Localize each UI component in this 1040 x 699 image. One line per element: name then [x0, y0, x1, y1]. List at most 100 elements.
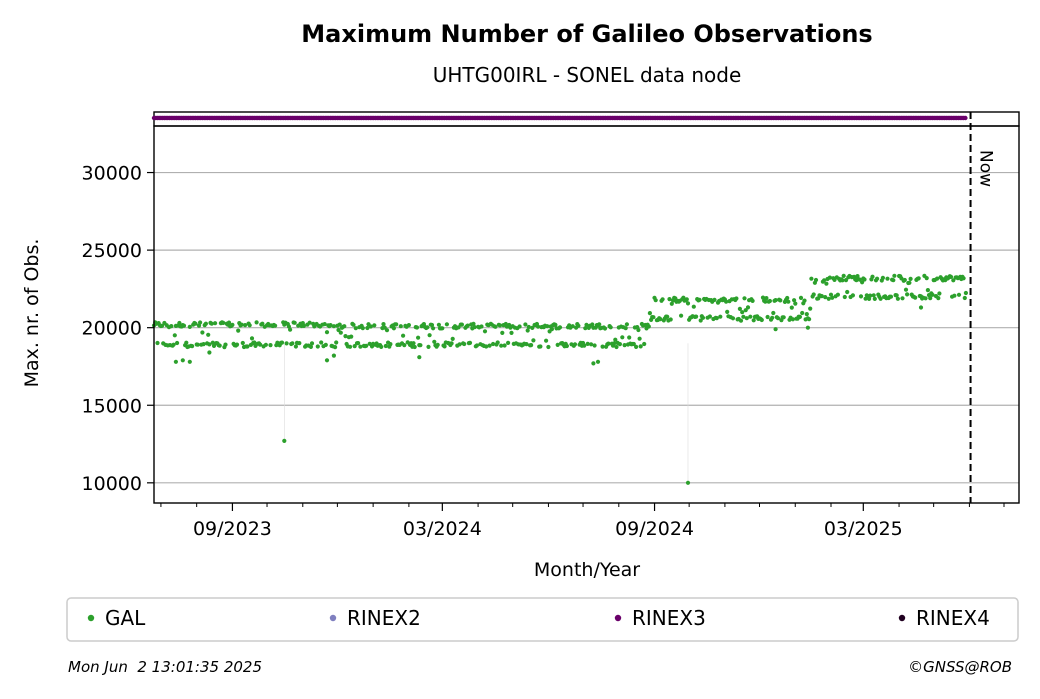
gal-point — [564, 343, 570, 349]
gal-point — [555, 342, 560, 347]
gal-point — [456, 325, 461, 330]
gal-point — [523, 322, 528, 327]
gal-point — [765, 314, 770, 320]
footer-timestamp: Mon Jun 2 13:01:35 2025 — [68, 658, 262, 676]
gal-point — [811, 292, 816, 297]
gal-point — [797, 314, 803, 319]
gal-point — [830, 295, 835, 300]
gal-point — [247, 323, 252, 328]
gal-point — [916, 276, 921, 281]
gal-point — [169, 324, 174, 329]
gal-point — [685, 301, 691, 306]
gal-point — [427, 333, 432, 338]
gal-point — [333, 345, 338, 350]
gal-point — [790, 317, 796, 322]
gal-point — [826, 296, 831, 301]
gal-point — [892, 273, 897, 278]
gal-point — [668, 317, 673, 322]
gal-point — [402, 343, 407, 348]
gal-point — [900, 296, 905, 301]
gal-point — [850, 293, 856, 298]
gal-point — [175, 340, 180, 346]
gal-point — [634, 344, 639, 349]
gal-point — [845, 289, 850, 295]
gal-point — [198, 320, 203, 325]
gal-point — [207, 350, 212, 355]
gal-point — [526, 324, 531, 330]
gal-point — [951, 278, 956, 283]
gal-point — [891, 278, 896, 283]
gal-point — [495, 340, 500, 345]
gal-point — [583, 326, 588, 331]
gal-point — [585, 341, 590, 346]
gal-point — [372, 323, 377, 328]
gal-point — [553, 322, 558, 327]
gal-point — [730, 316, 736, 321]
gal-point — [426, 344, 431, 349]
gal-point — [331, 353, 336, 358]
gal-point — [741, 314, 746, 319]
gal-point — [388, 342, 393, 347]
gal-point — [462, 341, 467, 347]
gal-point — [207, 342, 212, 347]
gal-point — [813, 277, 819, 283]
gal-point — [230, 322, 235, 327]
gal-point — [602, 326, 608, 331]
gal-point — [530, 325, 535, 330]
gal-point — [258, 342, 263, 347]
gal-point — [789, 305, 794, 310]
x-tick-label: 03/2024 — [403, 518, 482, 540]
gal-point — [210, 340, 215, 345]
gal-point — [288, 327, 293, 332]
gal-point — [487, 343, 492, 348]
gal-point — [742, 296, 747, 301]
gal-point — [499, 343, 504, 348]
gal-point — [394, 322, 399, 327]
axes: 10000 15000 20000 25000 30000 09/2023 03/2024 0… — [82, 112, 1020, 540]
gal-point — [614, 344, 619, 350]
gal-point — [502, 343, 507, 348]
gal-point — [590, 322, 595, 327]
gal-point — [843, 278, 849, 283]
gal-point — [759, 317, 764, 323]
gal-point — [707, 314, 713, 319]
gal-point — [793, 301, 798, 306]
gal-point — [203, 321, 208, 326]
gal-point — [184, 340, 189, 345]
gal-point — [201, 342, 206, 347]
gal-point — [172, 333, 177, 338]
gal-point — [509, 330, 514, 335]
gal-point — [592, 343, 597, 348]
gal-point — [440, 326, 445, 331]
gal-point — [260, 321, 265, 326]
gal-point — [871, 293, 876, 298]
gal-point — [200, 330, 205, 335]
gal-point — [268, 343, 273, 348]
gal-point — [623, 326, 628, 331]
gal-point — [936, 296, 941, 301]
legend: GAL RINEX2 RINEX3 RINEX4 — [66, 597, 1019, 642]
gal-point — [545, 324, 550, 329]
gal-point — [479, 324, 484, 329]
gal-point — [249, 336, 255, 341]
gal-point — [612, 341, 617, 346]
gal-point — [263, 342, 268, 347]
gal-point — [349, 334, 354, 339]
gal-points — [151, 273, 969, 485]
y-tick-label: 30000 — [82, 163, 142, 185]
gal-point — [217, 343, 222, 348]
gal-point — [173, 359, 178, 364]
gal-point — [744, 316, 749, 321]
legend-marker-gal — [87, 614, 95, 622]
gal-point — [694, 314, 699, 319]
gal-point — [948, 274, 954, 279]
gal-point — [525, 328, 530, 333]
legend-label-rinex3: RINEX3 — [632, 606, 706, 630]
gal-point — [638, 344, 643, 349]
gal-point — [338, 330, 343, 335]
gal-point — [653, 298, 658, 303]
gal-point — [549, 327, 555, 332]
gal-point — [213, 321, 218, 326]
gal-point — [902, 277, 907, 283]
gal-point — [867, 296, 872, 301]
